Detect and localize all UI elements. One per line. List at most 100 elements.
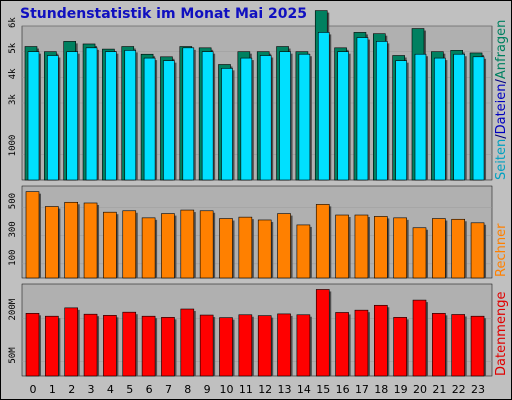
bar-files xyxy=(143,57,156,181)
bar-files xyxy=(472,56,485,181)
bar-hosts xyxy=(373,216,388,279)
bar-volume xyxy=(45,315,59,377)
bar-volume xyxy=(103,315,117,377)
x-tick-label: 16 xyxy=(336,383,350,396)
y-tick-label: 100 xyxy=(8,250,18,266)
x-tick-label: 10 xyxy=(220,383,234,396)
bar-hosts xyxy=(238,216,253,279)
bar-files xyxy=(356,37,369,181)
bar-files xyxy=(105,51,117,181)
x-tick-label: 12 xyxy=(258,383,272,396)
x-tick-label: 3 xyxy=(88,383,95,396)
bar-volume xyxy=(141,315,156,377)
y-tick-label: 50M xyxy=(8,347,18,364)
label-files: Dateien xyxy=(494,83,509,134)
bar-volume xyxy=(219,317,233,377)
bar-hosts xyxy=(122,210,137,279)
bar-hosts xyxy=(180,209,195,279)
bar-volume xyxy=(25,313,40,377)
bar-hosts xyxy=(25,191,40,279)
bar-hosts xyxy=(257,219,272,279)
bar-volume xyxy=(451,314,466,377)
x-tick-label: 8 xyxy=(184,383,191,396)
side-label-panel-1: Seiten/Dateien/Anfragen xyxy=(494,20,509,180)
bar-hosts xyxy=(296,224,311,279)
bar-volume xyxy=(257,315,272,377)
x-tick-label: 2 xyxy=(68,383,75,396)
bar-hosts xyxy=(451,218,466,279)
bar-hosts xyxy=(141,217,156,279)
bar-hosts xyxy=(277,213,291,279)
x-tick-label: 1 xyxy=(49,383,56,396)
label-volume: Datenmenge xyxy=(494,292,509,376)
bar-files xyxy=(298,53,311,181)
bar-volume xyxy=(64,307,78,377)
bar-files xyxy=(221,68,233,181)
bar-hosts xyxy=(470,222,485,279)
bar-hosts xyxy=(219,218,233,279)
x-tick-label: 13 xyxy=(278,383,292,396)
bar-files xyxy=(317,32,330,181)
bar-volume xyxy=(315,289,330,377)
bar-files xyxy=(279,51,291,181)
x-tick-label: 0 xyxy=(30,383,37,396)
y-tick-label: 300 xyxy=(8,221,18,237)
bar-files xyxy=(47,55,59,181)
bar-hosts xyxy=(64,201,78,279)
bar-volume xyxy=(277,313,291,377)
bar-files xyxy=(337,51,349,181)
label-requests: Anfragen xyxy=(494,20,509,80)
bar-files xyxy=(27,51,40,181)
bar-hosts xyxy=(432,218,446,279)
x-tick-label: 19 xyxy=(394,383,408,396)
y-tick-label: 500 xyxy=(8,193,18,209)
x-tick-label: 17 xyxy=(355,383,369,396)
x-tick-label: 5 xyxy=(126,383,133,396)
x-tick-label: 6 xyxy=(146,383,153,396)
bar-volume xyxy=(296,314,311,377)
x-tick-label: 21 xyxy=(432,383,446,396)
bar-hosts xyxy=(83,202,98,279)
bar-volume xyxy=(161,317,175,377)
x-tick-label: 20 xyxy=(413,383,427,396)
bar-volume xyxy=(470,315,485,377)
bar-hosts xyxy=(45,206,59,279)
bar-files xyxy=(240,57,253,181)
bar-volume xyxy=(373,304,388,377)
bar-hosts xyxy=(199,210,214,279)
y-tick-label: 6k xyxy=(8,17,18,28)
y-tick-label: 1000 xyxy=(8,135,18,157)
label-hosts: Rechner xyxy=(494,223,509,277)
bar-files xyxy=(66,51,78,181)
bar-files xyxy=(375,41,388,181)
bar-volume xyxy=(432,313,446,377)
y-tick-label: 3k xyxy=(8,94,18,105)
x-tick-label: 11 xyxy=(239,383,253,396)
bar-volume xyxy=(354,309,369,377)
bar-hosts xyxy=(354,214,369,279)
bar-volume xyxy=(412,299,427,377)
label-pages: Seiten xyxy=(494,139,509,180)
bar-files xyxy=(163,60,175,181)
bar-volume xyxy=(238,314,253,377)
bar-hosts xyxy=(161,213,175,279)
bar-volume xyxy=(199,314,214,377)
bar-files xyxy=(85,47,98,181)
bar-volume xyxy=(335,312,349,377)
bar-files xyxy=(434,57,446,181)
bar-volume xyxy=(83,313,98,377)
x-tick-label: 23 xyxy=(471,383,485,396)
bar-volume xyxy=(393,317,407,377)
bar-files xyxy=(259,55,272,181)
x-tick-label: 22 xyxy=(452,383,466,396)
bar-volume xyxy=(180,308,195,377)
x-tick-label: 9 xyxy=(204,383,211,396)
bar-hosts xyxy=(393,217,407,279)
bar-hosts xyxy=(103,211,117,279)
bar-hosts xyxy=(412,227,427,279)
bar-hosts xyxy=(335,214,349,279)
x-tick-label: 15 xyxy=(316,383,330,396)
bar-files xyxy=(453,53,466,181)
bar-volume xyxy=(122,311,137,377)
